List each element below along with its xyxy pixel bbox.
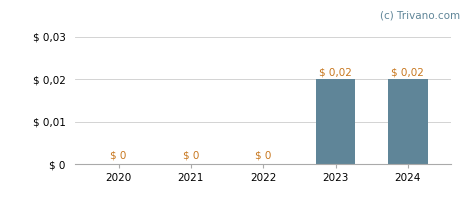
Text: $ 0,02: $ 0,02 [319,67,352,77]
Text: $ 0: $ 0 [255,151,271,161]
Text: (c) Trivano.com: (c) Trivano.com [381,10,461,20]
Bar [388,79,428,164]
Text: $ 0: $ 0 [110,151,127,161]
Bar [316,79,355,164]
Text: $ 0,02: $ 0,02 [392,67,424,77]
Text: $ 0: $ 0 [183,151,199,161]
